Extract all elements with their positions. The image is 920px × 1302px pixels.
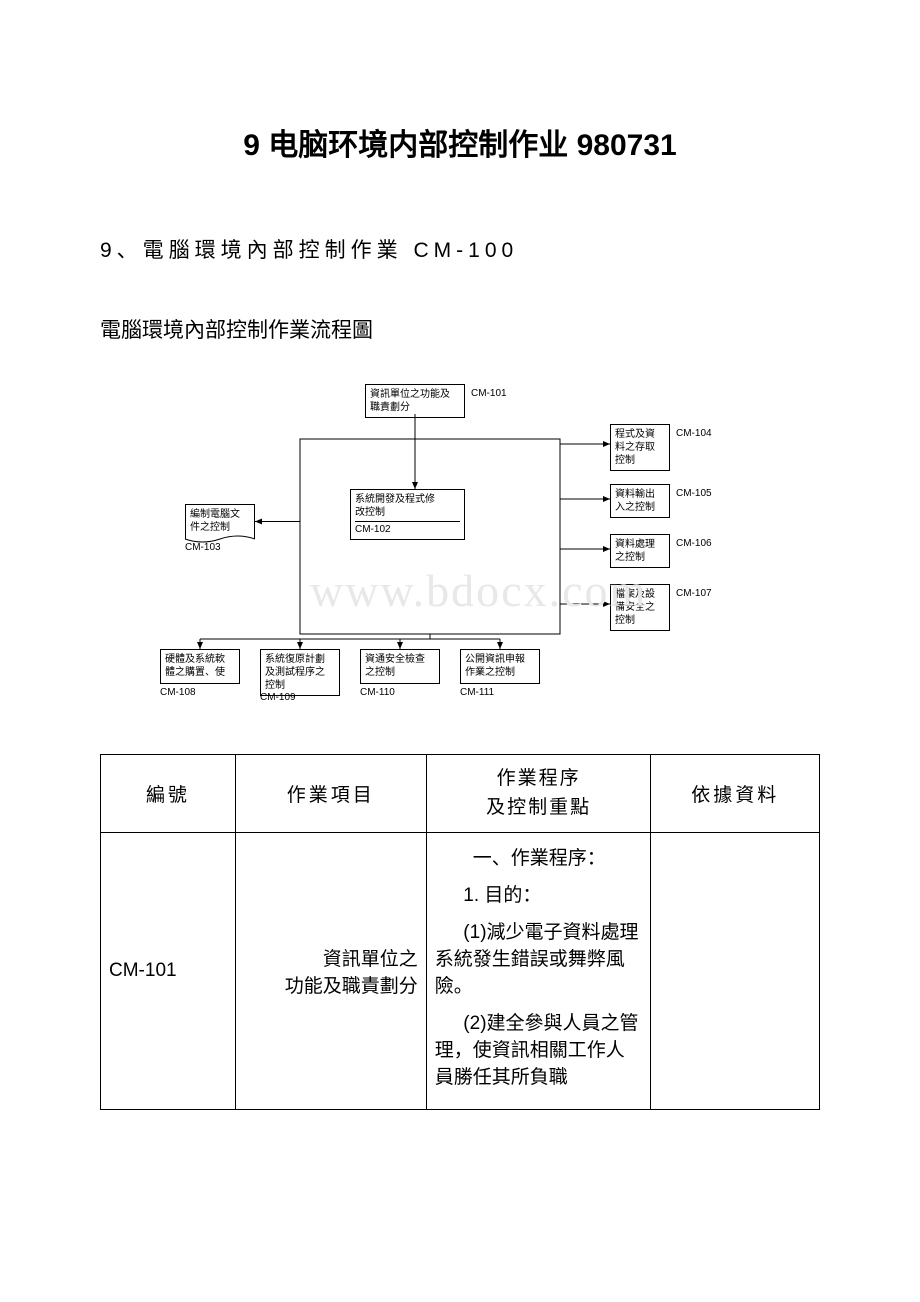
flowchart-node-n108: 硬體及系統軟體之購置、使 xyxy=(160,649,240,684)
flowchart-node-n104: 程式及資料之存取控制 xyxy=(610,424,670,471)
flowchart-code-n108: CM-108 xyxy=(160,687,196,699)
flowchart-code-n111: CM-111 xyxy=(460,687,494,699)
table-row: CM-101資訊單位之功能及職責劃分一、作業程序：1. 目的：(1)減少電子資料… xyxy=(101,833,820,1110)
flowchart-node-n111: 公開資訊申報作業之控制 xyxy=(460,649,540,684)
flowchart-node-n106: 資料處理之控制 xyxy=(610,534,670,568)
cell-procedure: 一、作業程序：1. 目的：(1)減少電子資料處理系統發生錯誤或舞弊風險。(2)建… xyxy=(426,833,651,1110)
flowchart-code-n101: CM-101 xyxy=(471,388,507,400)
flowchart: 資訊單位之功能及職責劃分 CM-101 系統開發及程式修改控制CM-102 編制電腦文… xyxy=(100,374,820,714)
col-header-ref: 依據資料 xyxy=(651,755,820,833)
flowchart-node-n110: 資通安全檢查之控制 xyxy=(360,649,440,684)
flowchart-node-n102: 系統開發及程式修改控制CM-102 xyxy=(350,489,465,540)
cell-item: 資訊單位之功能及職責劃分 xyxy=(235,833,426,1110)
flowchart-code-n103: CM-103 xyxy=(185,542,221,554)
col-header-item: 作業項目 xyxy=(235,755,426,833)
flowchart-code-n106: CM-106 xyxy=(676,538,712,550)
flowchart-node-n101: 資訊單位之功能及職責劃分 xyxy=(365,384,465,418)
flowchart-node-n109: 系統復原計劃及測試程序之控制 xyxy=(260,649,340,696)
flowchart-code-n107: CM-107 xyxy=(676,588,712,600)
section-heading: 9、電腦環境內部控制作業 CM-100 xyxy=(100,234,820,264)
flowchart-node-n105: 資料輸出入之控制 xyxy=(610,484,670,518)
cell-id: CM-101 xyxy=(101,833,236,1110)
flowchart-node-n103: 編制電腦文件之控制 xyxy=(185,504,255,539)
flowchart-code-n104: CM-104 xyxy=(676,428,712,440)
flowchart-code-n109: CM-109 xyxy=(260,692,296,704)
watermark: www.bdocx.com xyxy=(310,564,647,617)
col-header-id: 編號 xyxy=(101,755,236,833)
procedure-table: 編號 作業項目 作業程序及控制重點 依據資料 CM-101資訊單位之功能及職責劃… xyxy=(100,754,820,1110)
flowchart-code-n105: CM-105 xyxy=(676,488,712,500)
flowchart-title: 電腦環境內部控制作業流程圖 xyxy=(100,314,820,344)
page-title: 9 电脑环境内部控制作业 980731 xyxy=(100,120,820,164)
cell-reference xyxy=(651,833,820,1110)
col-header-proc: 作業程序及控制重點 xyxy=(426,755,651,833)
flowchart-code-n110: CM-110 xyxy=(360,687,395,699)
